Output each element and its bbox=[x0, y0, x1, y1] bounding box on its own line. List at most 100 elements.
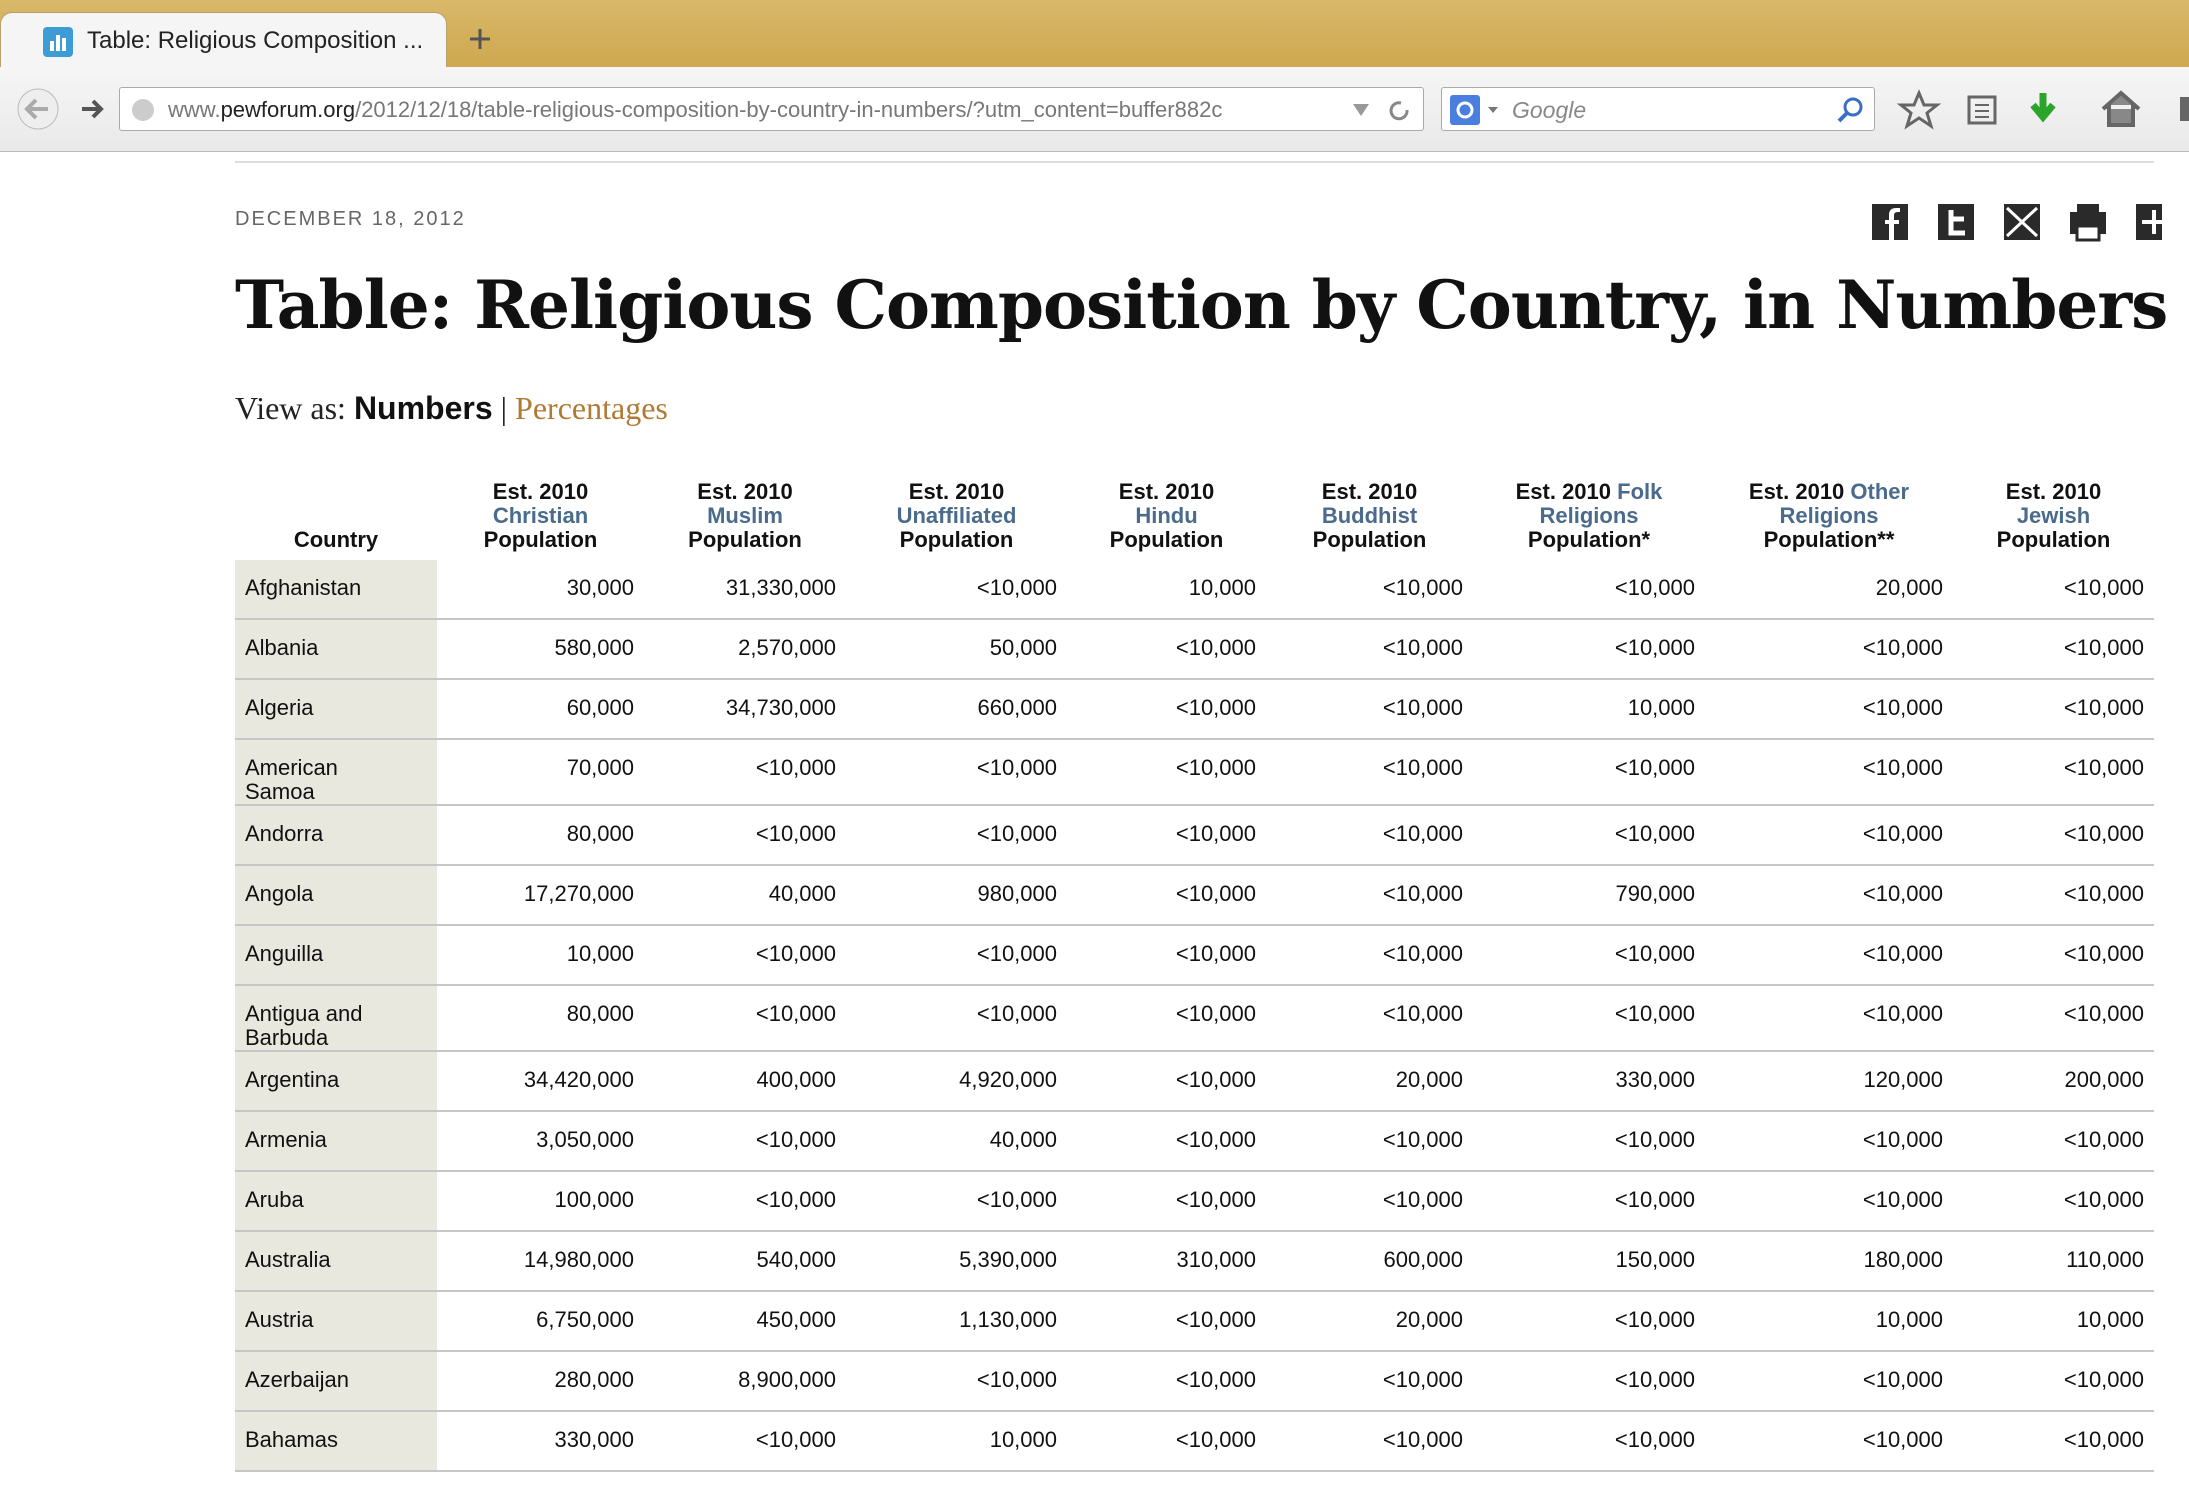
view-option-current[interactable]: Numbers bbox=[353, 390, 493, 426]
header-pre: Est. 2010 bbox=[1515, 479, 1612, 504]
value-cell: 5,390,000 bbox=[846, 1231, 1067, 1292]
table-row: Andorra 80,000 <10,000 <10,000 <10,000 <10,00… bbox=[235, 805, 2154, 866]
value-cell: <10,000 bbox=[1473, 1351, 1705, 1412]
value-cell: <10,000 bbox=[1953, 619, 2154, 680]
value-cell: 80,000 bbox=[437, 805, 644, 866]
value-cell: 200,000 bbox=[1953, 1051, 2154, 1112]
value-cell: 180,000 bbox=[1705, 1231, 1953, 1292]
header-label: Country bbox=[293, 527, 379, 552]
value-cell: <10,000 bbox=[644, 1111, 846, 1172]
country-cell: Azerbaijan bbox=[235, 1351, 437, 1412]
value-cell: <10,000 bbox=[1266, 1351, 1473, 1412]
value-cell: 980,000 bbox=[846, 865, 1067, 926]
country-cell: Angola bbox=[235, 865, 437, 926]
header-post: Population bbox=[483, 527, 598, 552]
column-header: Est. 2010 Christian Population bbox=[437, 480, 644, 560]
search-button[interactable] bbox=[1836, 96, 1864, 124]
value-cell: <10,000 bbox=[1473, 1291, 1705, 1352]
value-cell: 20,000 bbox=[1266, 1051, 1473, 1112]
value-cell: 10,000 bbox=[1067, 560, 1266, 620]
value-cell: <10,000 bbox=[1266, 925, 1473, 986]
value-cell: <10,000 bbox=[1067, 739, 1266, 806]
value-cell: 660,000 bbox=[846, 679, 1067, 740]
value-cell: 580,000 bbox=[437, 619, 644, 680]
column-header: Est. 2010 Other Religions Population** bbox=[1705, 480, 1953, 560]
search-bar[interactable]: Google bbox=[1441, 87, 1875, 131]
url-host: pewforum.org bbox=[220, 97, 356, 122]
value-cell: <10,000 bbox=[1953, 560, 2154, 620]
value-cell: <10,000 bbox=[644, 925, 846, 986]
column-header: Est. 2010 Hindu Population bbox=[1067, 480, 1266, 560]
table-row: Bahamas 330,000 <10,000 10,000 <10,000 <10,00… bbox=[235, 1411, 2154, 1472]
value-cell: <10,000 bbox=[846, 805, 1067, 866]
back-forward-buttons[interactable] bbox=[14, 85, 114, 133]
header-post: Population** bbox=[1763, 527, 1895, 552]
table-row: Angola 17,270,000 40,000 980,000 <10,000 <10,… bbox=[235, 865, 2154, 926]
value-cell: <10,000 bbox=[1266, 739, 1473, 806]
url-text: www.pewforum.org/2012/12/18/table-religi… bbox=[168, 97, 1222, 123]
header-pre: Est. 2010 bbox=[492, 479, 589, 504]
value-cell: <10,000 bbox=[1067, 805, 1266, 866]
table-row: American Samoa 70,000 <10,000 <10,000 <10,00… bbox=[235, 739, 2154, 806]
country-cell: Algeria bbox=[235, 679, 437, 740]
table-body: Afghanistan 30,000 31,330,000 <10,000 10,000… bbox=[235, 560, 2154, 1472]
value-cell: <10,000 bbox=[1705, 1411, 1953, 1472]
value-cell: <10,000 bbox=[644, 1411, 846, 1472]
value-cell: 3,050,000 bbox=[437, 1111, 644, 1172]
country-cell: Bahamas bbox=[235, 1411, 437, 1472]
value-cell: <10,000 bbox=[1266, 805, 1473, 866]
value-cell: 310,000 bbox=[1067, 1231, 1266, 1292]
data-table: Country Est. 2010 Christian Population Est.… bbox=[235, 480, 2154, 1472]
table-row: Anguilla 10,000 <10,000 <10,000 <10,000 <10,0… bbox=[235, 925, 2154, 986]
value-cell: <10,000 bbox=[644, 985, 846, 1052]
header-pre: Est. 2010 bbox=[1118, 479, 1215, 504]
value-cell: 31,330,000 bbox=[644, 560, 846, 620]
header-term: Christian bbox=[492, 503, 589, 528]
column-header: Est. 2010 Unaffiliated Population bbox=[846, 480, 1067, 560]
value-cell: 34,730,000 bbox=[644, 679, 846, 740]
header-term: Buddhist bbox=[1321, 503, 1418, 528]
new-tab-button[interactable] bbox=[467, 26, 493, 52]
country-cell: Australia bbox=[235, 1231, 437, 1292]
toolbar-icons[interactable] bbox=[1895, 87, 2189, 131]
value-cell: <10,000 bbox=[1067, 679, 1266, 740]
header-rule bbox=[235, 161, 2154, 163]
value-cell: 1,130,000 bbox=[846, 1291, 1067, 1352]
value-cell: <10,000 bbox=[1067, 1291, 1266, 1352]
value-cell: 20,000 bbox=[1266, 1291, 1473, 1352]
url-buttons[interactable] bbox=[1351, 98, 1411, 122]
value-cell: <10,000 bbox=[846, 1351, 1067, 1412]
value-cell: <10,000 bbox=[644, 739, 846, 806]
value-cell: <10,000 bbox=[644, 805, 846, 866]
value-cell: <10,000 bbox=[1953, 805, 2154, 866]
value-cell: 100,000 bbox=[437, 1171, 644, 1232]
value-cell: <10,000 bbox=[1953, 679, 2154, 740]
header-post: Population bbox=[688, 527, 802, 552]
header-pre: Est. 2010 bbox=[1748, 479, 1845, 504]
value-cell: <10,000 bbox=[1266, 560, 1473, 620]
value-cell: <10,000 bbox=[1473, 619, 1705, 680]
header-post: Population bbox=[1996, 527, 2111, 552]
value-cell: <10,000 bbox=[1067, 1411, 1266, 1472]
value-cell: <10,000 bbox=[1473, 1171, 1705, 1232]
table-row: Australia 14,980,000 540,000 5,390,000 310,0… bbox=[235, 1231, 2154, 1292]
share-icons[interactable] bbox=[1852, 202, 2162, 242]
tab-favicon bbox=[43, 27, 73, 57]
value-cell: 150,000 bbox=[1473, 1231, 1705, 1292]
value-cell: <10,000 bbox=[1473, 1411, 1705, 1472]
article-date: DECEMBER 18, 2012 bbox=[235, 208, 466, 230]
value-cell: <10,000 bbox=[1266, 865, 1473, 926]
value-cell: <10,000 bbox=[1473, 925, 1705, 986]
table-row: Azerbaijan 280,000 8,900,000 <10,000 <10,000… bbox=[235, 1351, 2154, 1412]
table-row: Algeria 60,000 34,730,000 660,000 <10,000 <10… bbox=[235, 679, 2154, 740]
country-cell: American Samoa bbox=[235, 739, 437, 806]
browser-tab[interactable]: Table: Religious Composition ... bbox=[0, 12, 447, 67]
url-bar[interactable]: www.pewforum.org/2012/12/18/table-religi… bbox=[119, 87, 1424, 131]
value-cell: <10,000 bbox=[1705, 1351, 1953, 1412]
value-cell: 10,000 bbox=[1705, 1291, 1953, 1352]
table-row: Argentina 34,420,000 400,000 4,920,000 <10,0… bbox=[235, 1051, 2154, 1112]
value-cell: <10,000 bbox=[1067, 1351, 1266, 1412]
view-option-link[interactable]: Percentages bbox=[515, 390, 668, 426]
header-post: Population bbox=[1312, 527, 1427, 552]
